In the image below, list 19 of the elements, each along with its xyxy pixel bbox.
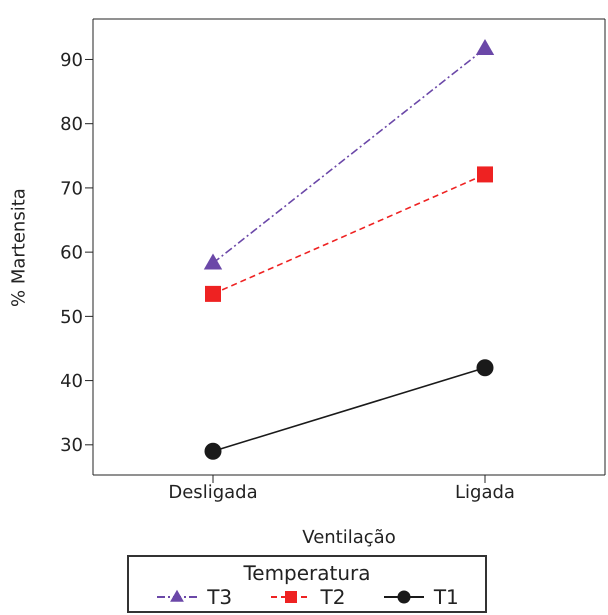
y-tick-label: 50: [60, 306, 83, 328]
legend-label: T2: [320, 585, 346, 609]
point: [476, 359, 494, 376]
y-tick-label: 80: [60, 114, 83, 136]
y-tick-label: 90: [60, 50, 83, 71]
x-tick-label: Ligada: [455, 482, 515, 503]
legend-label: T3: [207, 585, 232, 609]
y-axis-title: % Martensita: [8, 188, 30, 307]
y-tick-label: 60: [60, 242, 83, 264]
point: [204, 442, 222, 460]
y-tick-label: 70: [60, 178, 83, 200]
y-tick-label: 40: [60, 370, 83, 392]
legend-label: T1: [434, 585, 459, 609]
legend-title: Temperatura: [242, 561, 372, 585]
point: [205, 286, 221, 302]
point: [477, 166, 493, 182]
x-tick-label: Desligada: [168, 482, 258, 503]
x-axis-title: Ventilação: [302, 527, 396, 548]
y-tick-label: 30: [60, 435, 83, 456]
